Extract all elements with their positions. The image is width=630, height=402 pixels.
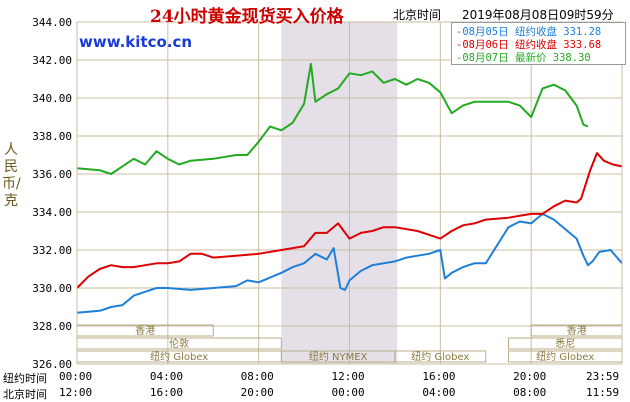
- bj-time-tick: 16:00: [149, 386, 183, 399]
- bj-time-row-label: 北京时间: [3, 388, 47, 401]
- legend-item: -08月07日 最新价 338.30: [456, 52, 591, 64]
- chart-title: 24小时黄金现货买入价格: [150, 7, 344, 27]
- legend-value: 331.28: [563, 26, 602, 38]
- legend-item: -08月05日 纽约收盘 331.28: [456, 26, 602, 38]
- y-tick-labels: 326.00 328.00 330.00 332.00 334.00 336.00 338.…: [32, 16, 72, 371]
- ny-time-tick: 12:00: [331, 370, 365, 383]
- legend-value: 338.30: [552, 52, 591, 64]
- ny-time-tick: 20:00: [513, 370, 547, 383]
- legend-label: 纽约收盘: [514, 39, 557, 51]
- bj-time-tick: 00:00: [331, 386, 365, 399]
- ny-time-tick: 16:00: [422, 370, 456, 383]
- y-tick-label: 336.00: [32, 168, 72, 181]
- bj-time-tick: 08:00: [513, 386, 547, 399]
- website-link[interactable]: www.kitco.cn: [79, 33, 193, 51]
- plot-border: [76, 21, 623, 365]
- session-label: 纽约 Globex: [150, 350, 208, 363]
- ny-time-row-label: 纽约时间: [3, 372, 47, 385]
- timestamp: 2019年08月08日09时59分: [462, 8, 614, 22]
- y-axis-label: 人民币/克: [2, 142, 21, 209]
- y-tick-label: 326.00: [32, 358, 72, 371]
- session-box: [394, 350, 487, 363]
- session-label: 香港: [567, 325, 587, 337]
- session-label: 纽约 Globex: [536, 350, 594, 363]
- legend: -08月05日 纽约收盘 331.28 -08月06日 纽约收盘 333.68 …: [451, 22, 626, 65]
- legend-label: 纽约收盘: [514, 26, 557, 38]
- bj-time-tick: 12:00: [59, 386, 93, 399]
- legend-date: 08月07日: [462, 52, 509, 64]
- y-tick-label: 340.00: [32, 92, 72, 105]
- legend-value: 333.68: [563, 39, 602, 51]
- session-label: 伦敦: [169, 337, 189, 350]
- y-tick-label: 342.00: [32, 54, 72, 67]
- series-line: [76, 62, 589, 175]
- session-label: 悉尼: [555, 338, 575, 350]
- y-tick-label: 334.00: [32, 206, 72, 219]
- legend-label: 最新价: [514, 52, 547, 64]
- y-tick-label: 332.00: [32, 244, 72, 257]
- nymex-shaded-area: [281, 22, 398, 364]
- session-label: 纽约 NYMEX: [309, 350, 368, 363]
- bj-time-tick: 20:00: [240, 386, 274, 399]
- y-tick-label: 344.00: [32, 16, 72, 29]
- session-label: 纽约 Globex: [411, 350, 469, 363]
- y-tick-label: 338.00: [32, 130, 72, 143]
- ny-time-tick: 00:00: [59, 370, 93, 383]
- bj-time-tick: 04:00: [422, 386, 456, 399]
- ny-time-tick: 04:00: [149, 370, 183, 383]
- ny-time-tick: 23:59: [586, 370, 620, 383]
- time-zone-label: 北京时间: [393, 8, 442, 22]
- legend-date: 08月06日: [462, 39, 509, 51]
- legend-item: -08月06日 纽约收盘 333.68: [456, 39, 602, 51]
- y-tick-label: 330.00: [32, 282, 72, 295]
- series-line: [76, 152, 623, 289]
- legend-date: 08月05日: [462, 26, 509, 38]
- y-tick-label: 328.00: [32, 320, 72, 333]
- series-line: [76, 212, 623, 314]
- ny-time-tick: 08:00: [240, 370, 274, 383]
- bj-time-tick: 11:59: [586, 386, 620, 399]
- session-label: 香港: [135, 325, 155, 337]
- series-lines: [76, 62, 623, 314]
